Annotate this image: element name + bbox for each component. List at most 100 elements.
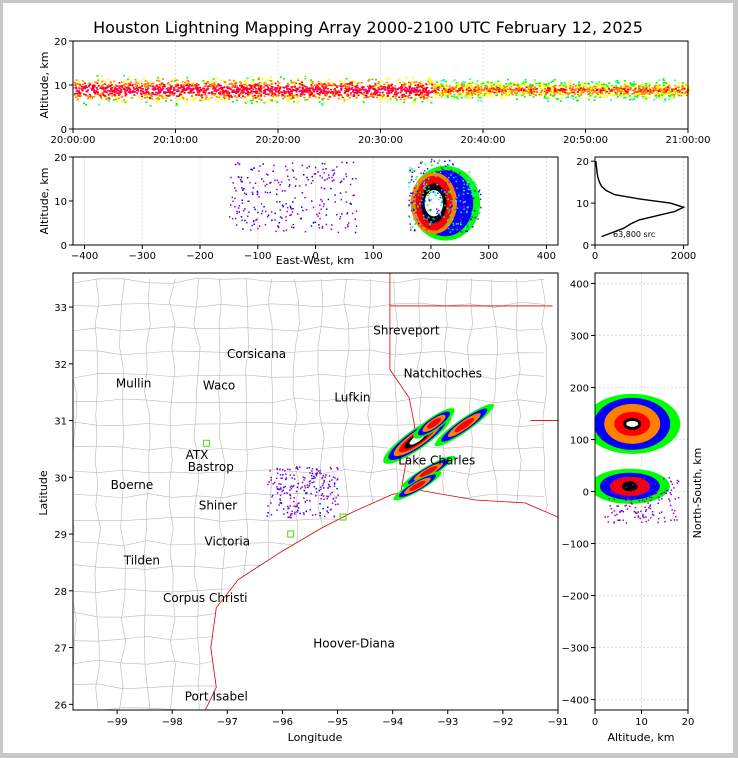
time-altitude-source: [412, 89, 415, 91]
time-altitude-source: [614, 88, 617, 91]
time-altitude-source: [118, 92, 121, 94]
time-altitude-source: [533, 79, 536, 81]
time-altitude-source: [547, 87, 550, 89]
time-altitude-source: [366, 91, 369, 94]
time-altitude-source: [187, 91, 190, 94]
time-altitude-source: [495, 85, 498, 87]
map-source: [293, 474, 295, 477]
time-altitude-source: [245, 85, 248, 88]
time-altitude-source: [175, 95, 178, 97]
time-altitude-source: [577, 87, 580, 90]
y-tick-label: −100: [562, 540, 589, 551]
map-source: [329, 493, 332, 495]
time-altitude-source: [494, 87, 497, 89]
east-west-source: [331, 176, 333, 179]
time-altitude-source: [160, 88, 163, 91]
east-west-source: [424, 188, 426, 190]
time-altitude-source: [425, 97, 428, 99]
time-altitude-source: [211, 93, 214, 96]
time-altitude-source: [195, 94, 198, 96]
time-altitude-source: [92, 87, 95, 90]
east-west-source: [411, 202, 413, 204]
east-west-source: [323, 187, 326, 190]
time-altitude-source: [307, 92, 310, 95]
east-west-source: [428, 226, 431, 228]
time-altitude-source: [86, 94, 89, 97]
time-altitude-source: [586, 88, 589, 90]
map-source: [309, 472, 311, 474]
north-south-source: [646, 481, 649, 483]
time-altitude-source: [489, 92, 492, 95]
east-west-source: [269, 182, 271, 184]
time-altitude-source: [152, 85, 155, 87]
time-altitude-source: [390, 84, 393, 87]
time-altitude-source: [361, 88, 364, 90]
time-altitude-source: [596, 86, 599, 89]
time-altitude-source: [357, 91, 359, 93]
time-altitude-source: [148, 82, 151, 84]
time-altitude-source: [204, 85, 207, 87]
east-west-source: [477, 218, 479, 220]
time-altitude-source: [236, 89, 239, 92]
time-altitude-source: [233, 91, 236, 93]
time-altitude-source: [462, 93, 465, 96]
time-altitude-source: [419, 82, 422, 85]
east-west-source: [410, 209, 413, 212]
time-altitude-source: [510, 85, 513, 88]
time-altitude-source: [181, 90, 184, 92]
time-altitude-source: [544, 95, 546, 98]
time-altitude-source: [273, 98, 276, 101]
map-source: [308, 466, 311, 469]
time-altitude-source: [279, 91, 282, 93]
time-altitude-source: [473, 88, 476, 91]
time-altitude-source: [181, 82, 184, 84]
time-altitude-source: [324, 94, 327, 97]
time-altitude-source: [500, 89, 503, 91]
time-altitude-source: [172, 92, 175, 95]
east-west-source: [332, 174, 334, 176]
time-altitude-source: [106, 78, 109, 81]
time-altitude-source: [474, 93, 477, 95]
north-south-source: [607, 521, 610, 523]
east-west-source: [422, 192, 425, 194]
time-altitude-source: [667, 86, 669, 88]
time-altitude-source: [301, 91, 304, 93]
time-altitude-source: [533, 80, 536, 83]
time-altitude-source: [168, 95, 171, 97]
time-altitude-source: [572, 98, 575, 100]
map-source: [267, 483, 269, 486]
time-altitude-source: [492, 88, 495, 90]
map-source: [289, 494, 292, 497]
time-altitude-source: [270, 94, 273, 97]
east-west-source: [449, 191, 452, 193]
time-altitude-source: [474, 86, 477, 89]
time-altitude-source: [383, 86, 386, 88]
time-altitude-source: [186, 79, 189, 82]
time-altitude-source: [247, 94, 250, 97]
east-west-source: [420, 207, 422, 209]
time-altitude-source: [127, 91, 130, 93]
time-altitude-source: [277, 86, 280, 88]
east-west-source: [237, 207, 240, 209]
time-altitude-source: [176, 86, 179, 89]
time-altitude-source: [243, 83, 246, 86]
time-altitude-source: [133, 94, 136, 96]
east-west-source: [459, 174, 462, 176]
time-altitude-source: [104, 86, 107, 89]
time-altitude-source: [567, 96, 569, 98]
time-altitude-source: [547, 96, 550, 99]
time-altitude-source: [255, 88, 258, 90]
time-altitude-source: [239, 84, 242, 87]
time-altitude-source: [438, 86, 441, 88]
time-altitude-source: [215, 77, 218, 79]
time-altitude-source: [669, 95, 671, 97]
time-altitude-source: [155, 85, 158, 88]
time-altitude-source: [320, 91, 323, 93]
time-altitude-source: [362, 86, 365, 89]
time-altitude-source: [225, 90, 228, 93]
time-altitude-source: [246, 92, 249, 94]
time-altitude-source: [347, 90, 350, 93]
time-altitude-source: [246, 77, 249, 79]
time-altitude-source: [244, 87, 247, 89]
time-altitude-source: [380, 88, 383, 91]
